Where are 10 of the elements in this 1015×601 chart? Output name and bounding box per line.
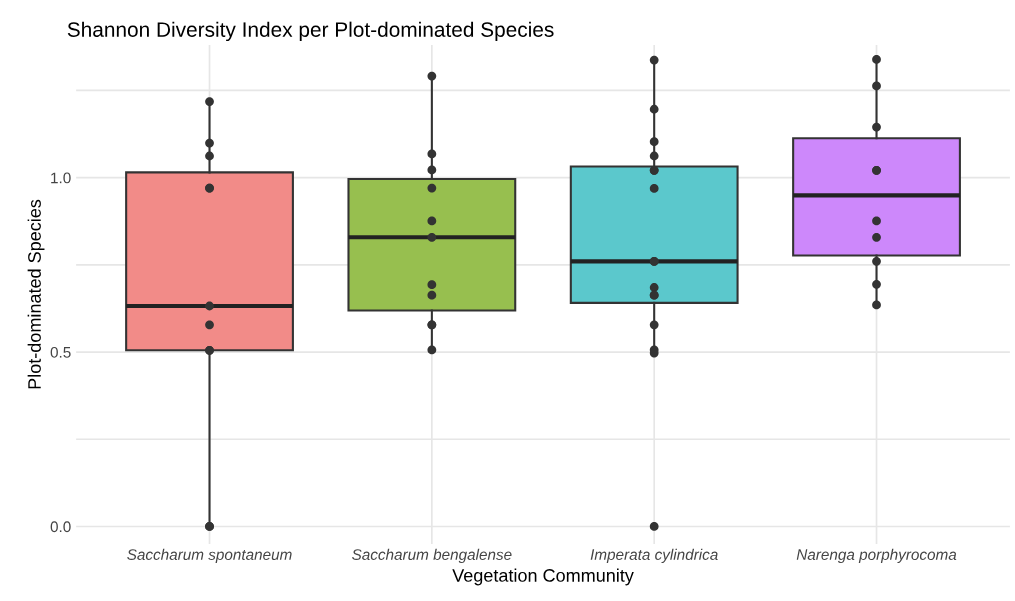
x-tick-label: Narenga porphyrocoma — [796, 548, 957, 564]
y-tick-label: 0.5 — [50, 346, 71, 358]
x-axis-title: Vegetation Community — [452, 568, 634, 586]
y-tick-label: 0.0 — [50, 521, 71, 533]
x-tick-label: Saccharum spontaneum — [127, 548, 292, 564]
x-tick-label: Imperata cylindrica — [590, 548, 718, 564]
y-axis-title: Plot-dominated Species — [27, 199, 45, 389]
y-tick-label: 1.0 — [51, 172, 71, 184]
chart-title: Shannon Diversity Index per Plot-dominated Species — [67, 21, 554, 42]
x-tick-label: Saccharum bengalense — [352, 548, 512, 564]
